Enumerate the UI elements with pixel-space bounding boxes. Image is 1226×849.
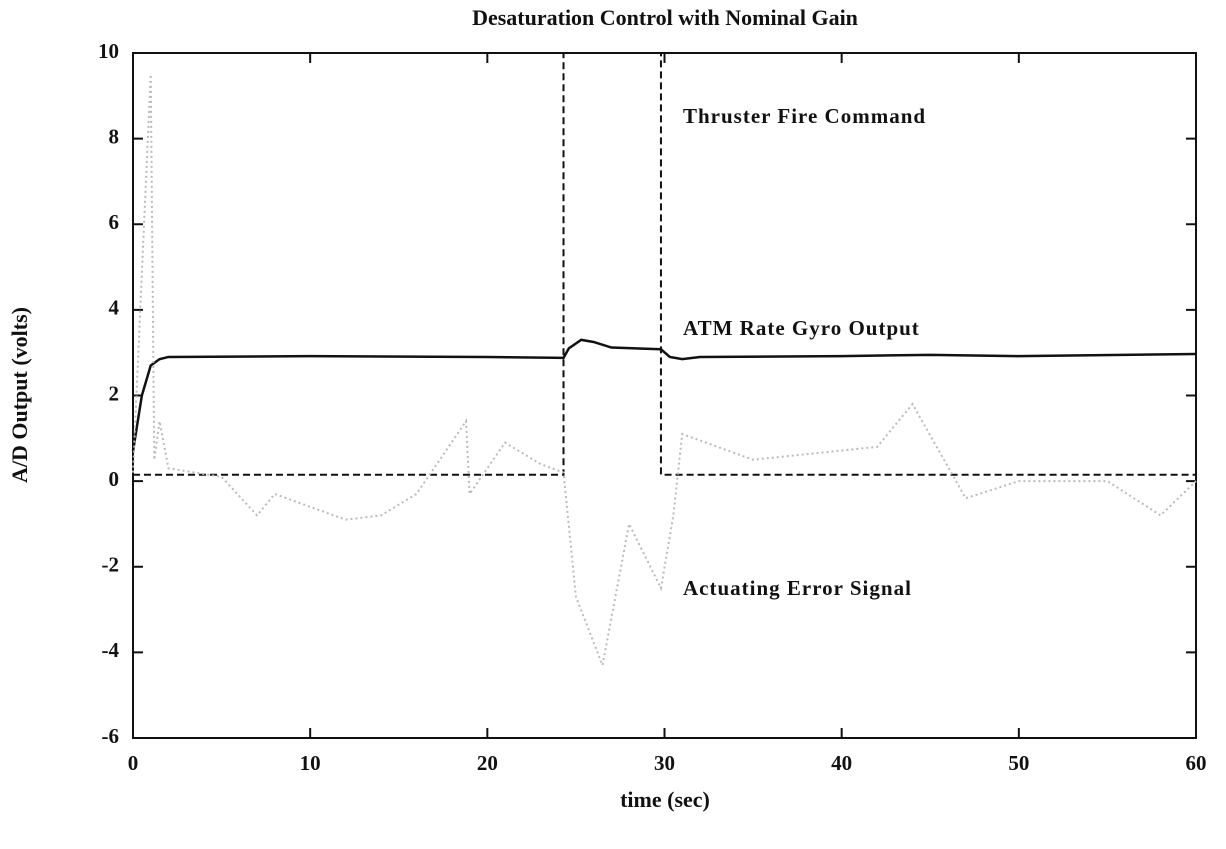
y-tick-label: -2 bbox=[102, 553, 120, 577]
chart-title: Desaturation Control with Nominal Gain bbox=[472, 5, 858, 30]
plot-frame bbox=[132, 52, 1197, 739]
y-tick-label: 8 bbox=[109, 124, 120, 148]
y-tick-label: 2 bbox=[109, 381, 120, 405]
series-line bbox=[132, 74, 1197, 669]
x-tick-label: 0 bbox=[128, 751, 139, 775]
series-label: Actuating Error Signal bbox=[683, 576, 912, 600]
y-axis-label: A/D Output (volts) bbox=[7, 307, 32, 483]
series-label: Thruster Fire Command bbox=[683, 104, 926, 128]
x-tick-label: 20 bbox=[477, 751, 498, 775]
y-tick-label: 10 bbox=[98, 39, 119, 63]
x-tick-label: 30 bbox=[654, 751, 675, 775]
y-tick-label: 4 bbox=[109, 296, 120, 320]
y-tick-label: -6 bbox=[102, 724, 120, 748]
x-tick-label: 60 bbox=[1186, 751, 1207, 775]
x-tick-label: 10 bbox=[300, 751, 321, 775]
y-tick-label: 6 bbox=[109, 210, 120, 234]
y-tick-label: 0 bbox=[109, 467, 120, 491]
series-line bbox=[133, 52, 1196, 476]
y-tick-label: -4 bbox=[102, 638, 120, 662]
series-label: ATM Rate Gyro Output bbox=[683, 316, 920, 340]
series-line bbox=[131, 338, 1197, 452]
x-tick-label: 50 bbox=[1008, 751, 1029, 775]
x-axis-label: time (sec) bbox=[620, 787, 710, 812]
x-tick-label: 40 bbox=[831, 751, 852, 775]
